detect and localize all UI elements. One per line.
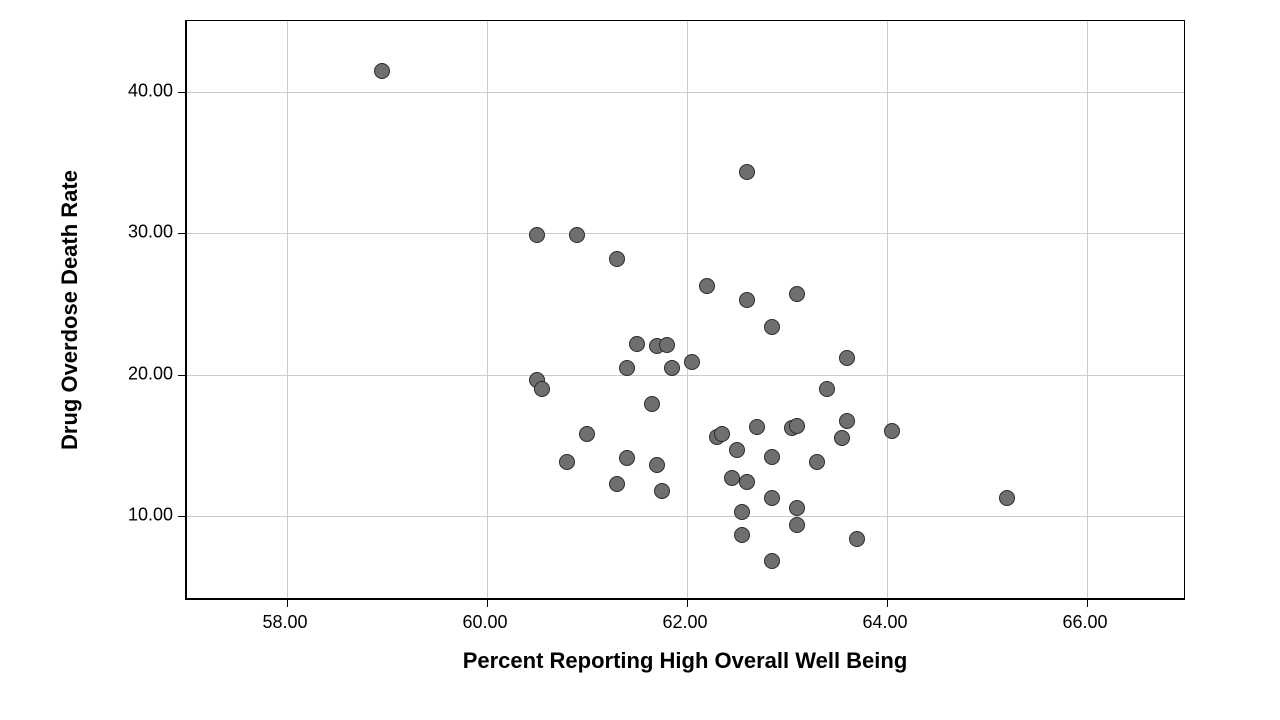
y-tick-label: 30.00 (128, 222, 173, 243)
data-point (739, 292, 755, 308)
data-point (579, 426, 595, 442)
x-tick (887, 600, 888, 607)
data-point (839, 413, 855, 429)
y-tick (178, 233, 185, 234)
data-point (789, 500, 805, 516)
plot-area (185, 20, 1185, 600)
x-tick (1087, 600, 1088, 607)
data-point (764, 553, 780, 569)
data-point (619, 360, 635, 376)
data-point (619, 450, 635, 466)
data-point (629, 336, 645, 352)
x-tick (287, 600, 288, 607)
gridline-horizontal (187, 375, 1184, 376)
data-point (714, 426, 730, 442)
x-tick (487, 600, 488, 607)
y-tick (178, 375, 185, 376)
y-tick (178, 516, 185, 517)
y-tick (178, 92, 185, 93)
data-point (649, 457, 665, 473)
data-point (819, 381, 835, 397)
data-point (839, 350, 855, 366)
x-tick-label: 64.00 (862, 612, 907, 633)
data-point (529, 227, 545, 243)
x-tick-label: 62.00 (662, 612, 707, 633)
data-point (809, 454, 825, 470)
gridline-horizontal (187, 516, 1184, 517)
data-point (764, 490, 780, 506)
data-point (609, 476, 625, 492)
data-point (699, 278, 715, 294)
data-point (849, 531, 865, 547)
data-point (764, 449, 780, 465)
x-tick-label: 58.00 (262, 612, 307, 633)
data-point (609, 251, 625, 267)
data-point (734, 527, 750, 543)
data-point (884, 423, 900, 439)
x-tick-label: 66.00 (1062, 612, 1107, 633)
data-point (559, 454, 575, 470)
y-tick-label: 10.00 (128, 505, 173, 526)
data-point (834, 430, 850, 446)
y-axis-label: Drug Overdose Death Rate (57, 170, 83, 450)
data-point (999, 490, 1015, 506)
x-axis-label: Percent Reporting High Overall Well Bein… (463, 648, 908, 674)
data-point (569, 227, 585, 243)
y-tick-label: 40.00 (128, 80, 173, 101)
data-point (789, 418, 805, 434)
y-tick-label: 20.00 (128, 363, 173, 384)
data-point (739, 164, 755, 180)
data-point (684, 354, 700, 370)
data-point (734, 504, 750, 520)
gridline-horizontal (187, 92, 1184, 93)
gridline-vertical (1087, 21, 1088, 598)
data-point (739, 474, 755, 490)
data-point (764, 319, 780, 335)
data-point (729, 442, 745, 458)
gridline-vertical (687, 21, 688, 598)
gridline-vertical (287, 21, 288, 598)
gridline-vertical (887, 21, 888, 598)
scatter-chart: Drug Overdose Death Rate Percent Reporti… (0, 0, 1280, 720)
data-point (789, 286, 805, 302)
data-point (644, 396, 660, 412)
data-point (654, 483, 670, 499)
gridline-horizontal (187, 233, 1184, 234)
data-point (659, 337, 675, 353)
data-point (789, 517, 805, 533)
data-point (534, 381, 550, 397)
data-point (724, 470, 740, 486)
data-point (664, 360, 680, 376)
gridline-vertical (487, 21, 488, 598)
x-tick-label: 60.00 (462, 612, 507, 633)
data-point (749, 419, 765, 435)
data-point (374, 63, 390, 79)
x-tick (687, 600, 688, 607)
